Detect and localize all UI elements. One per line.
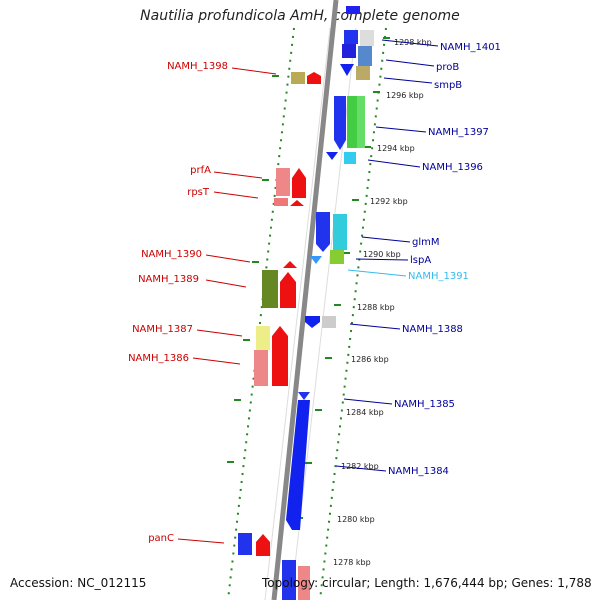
gene-label-right: lspA — [410, 255, 431, 266]
gene-block — [356, 66, 370, 80]
gene-arrow — [305, 316, 320, 328]
gene-block — [322, 316, 336, 328]
gene-label-right: smpB — [434, 80, 462, 91]
gene-label-right: NAMH_1388 — [402, 324, 463, 335]
gene-block — [256, 326, 270, 350]
gene-block — [291, 72, 305, 84]
gene-arrow — [286, 400, 310, 530]
left-gene-labels — [177, 67, 277, 544]
gene-block — [344, 30, 358, 44]
gene-arrow — [283, 261, 297, 268]
gene-label-right: glmM — [412, 237, 440, 248]
cyan-leader-line — [347, 269, 407, 277]
left-inner-line — [264, 27, 331, 600]
tick-label: 1278 kbp — [333, 558, 371, 567]
gene-block — [282, 560, 296, 600]
gene-label-right: proB — [436, 62, 459, 73]
gene-block — [274, 198, 288, 206]
tick-label: 1286 kbp — [351, 355, 389, 364]
reverse-strand-genes — [282, 6, 374, 600]
gene-block — [342, 44, 356, 58]
gene-block — [360, 30, 374, 46]
gene-arrow — [340, 64, 354, 76]
gene-arrow — [326, 152, 338, 160]
gene-label-left: NAMH_1390 — [141, 249, 202, 260]
tick-label: 1294 kbp — [377, 144, 415, 153]
genome-backbone — [271, 0, 339, 600]
gene-block — [254, 350, 268, 386]
gene-label-right: NAMH_1385 — [394, 399, 455, 410]
gene-block — [238, 533, 252, 555]
kbp-tick-labels: 1298 kbp 1296 kbp 1294 kbp 1292 kbp 1290… — [333, 38, 432, 567]
gene-arrow — [298, 392, 310, 400]
gene-label-left: NAMH_1386 — [128, 353, 189, 364]
gene-arrow — [272, 326, 288, 386]
gene-arrow — [290, 200, 304, 206]
gene-arrow — [256, 534, 270, 556]
figure-title: Nautilia profundicola AmH, complete geno… — [140, 8, 460, 24]
gene-block — [262, 270, 278, 308]
gene-label-left: panC — [148, 533, 174, 544]
right-label-texts: NAMH_1401 proB smpB NAMH_1397 NAMH_1396 … — [388, 42, 501, 477]
gene-arrow — [280, 272, 296, 308]
forward-strand-genes — [238, 72, 321, 556]
tick-label: 1292 kbp — [370, 197, 408, 206]
gene-arrow — [307, 72, 321, 84]
tick-label: 1296 kbp — [386, 91, 424, 100]
gene-label-left: NAMH_1389 — [138, 274, 199, 285]
right-gene-labels — [335, 39, 439, 472]
gene-label-right: NAMH_1401 — [440, 42, 501, 53]
gene-label-right: NAMH_1397 — [428, 127, 489, 138]
genome-summary-text: Topology: circular; Length: 1,676,444 bp… — [262, 576, 592, 590]
gene-label-left: NAMH_1387 — [132, 324, 193, 335]
tick-label: 1290 kbp — [363, 250, 401, 259]
tick-label: 1288 kbp — [357, 303, 395, 312]
gene-arrow — [292, 168, 306, 198]
gene-label-right-cyan: NAMH_1391 — [408, 271, 469, 282]
gene-arrow — [310, 256, 322, 264]
left-label-texts: NAMH_1398 prfA rpsT NAMH_1390 NAMH_1389 … — [128, 61, 228, 544]
gene-block — [344, 152, 356, 164]
gene-block — [357, 96, 365, 148]
gene-block — [276, 168, 290, 196]
gene-block — [330, 250, 344, 264]
gene-label-left: rpsT — [187, 187, 210, 198]
gene-block — [358, 46, 372, 66]
gene-label-left: prfA — [190, 165, 211, 176]
tick-label: 1280 kbp — [337, 515, 375, 524]
gene-label-left: NAMH_1398 — [167, 61, 228, 72]
tick-label: 1282 kbp — [341, 462, 379, 471]
tick-label: 1298 kbp — [394, 38, 432, 47]
gene-block — [346, 6, 360, 14]
accession-text: Accession: NC_012115 — [10, 576, 147, 590]
gene-arrow — [334, 96, 346, 150]
tick-label: 1284 kbp — [346, 408, 384, 417]
gene-arrow — [316, 212, 330, 252]
gene-label-right: NAMH_1396 — [422, 162, 483, 173]
gene-label-right: NAMH_1384 — [388, 466, 449, 477]
gene-block — [333, 214, 347, 250]
gene-block — [347, 96, 357, 148]
gene-block — [298, 566, 310, 600]
